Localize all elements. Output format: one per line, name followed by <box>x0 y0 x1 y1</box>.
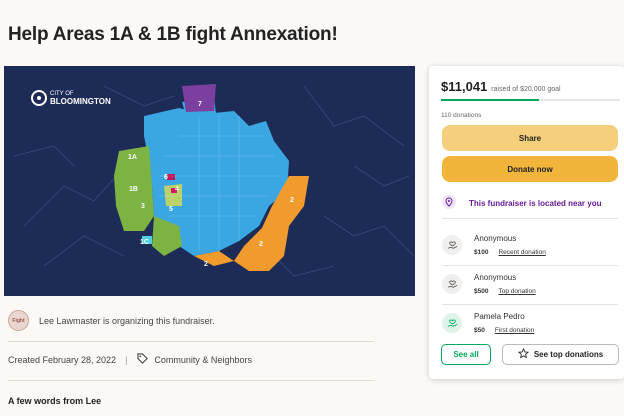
page-title: Help Areas 1A & 1B fight Annexation! <box>8 24 338 45</box>
fundraiser-meta: Created February 28, 2022 | Community & … <box>8 353 252 366</box>
donor-item: Anonymous $100 Recent donation <box>442 234 546 256</box>
category-link[interactable]: Community & Neighbors <box>154 354 252 365</box>
area-label: 1A <box>128 154 137 161</box>
area-label: 6 <box>164 174 168 181</box>
divider <box>442 218 618 219</box>
area-label: 1B <box>129 186 138 193</box>
annexation-map-image: CITY OF BLOOMINGTON 7 1A 1B 6 4 5 3 1C 2… <box>4 66 415 296</box>
donation-card: $11,041 raised of $20,000 goal 110 donat… <box>429 66 624 379</box>
donor-item: Pamela Pedro $50 First donation <box>442 312 534 334</box>
raised-amount: $11,041 <box>441 79 488 94</box>
organizer-row: Fight Lee Lawmaster is organizing this f… <box>8 310 215 331</box>
area-label: 3 <box>141 203 145 210</box>
location-pin-icon <box>442 195 456 211</box>
organizer-avatar[interactable]: Fight <box>8 310 29 331</box>
area-label: 7 <box>198 101 202 108</box>
divider <box>8 341 374 342</box>
donor-name: Pamela Pedro <box>474 312 525 321</box>
donor-tag-link[interactable]: First donation <box>494 327 535 334</box>
star-icon <box>517 347 529 361</box>
donor-name: Anonymous <box>474 273 517 282</box>
area-label: 1C <box>140 239 149 246</box>
area-label: 4 <box>175 186 179 193</box>
separator: | <box>125 354 128 365</box>
tag-icon <box>137 353 149 366</box>
progress-bar <box>441 99 620 101</box>
see-all-button[interactable]: See all <box>441 344 491 365</box>
goal-text: raised of $20,000 goal <box>491 86 561 93</box>
nearby-notice: This fundraiser is located near you <box>442 195 601 211</box>
area-label: 5 <box>169 206 173 213</box>
created-date: Created February 28, 2022 <box>8 354 117 365</box>
donor-name: Anonymous <box>474 234 517 243</box>
organizer-text: Lee Lawmaster is organizing this fundrai… <box>39 315 215 326</box>
city-logo-icon: CITY OF BLOOMINGTON <box>31 90 111 106</box>
share-button[interactable]: Share <box>442 125 618 151</box>
divider <box>8 380 374 381</box>
divider <box>442 265 618 266</box>
donation-count: 110 donations <box>441 112 482 119</box>
nearby-text: This fundraiser is located near you <box>469 198 602 208</box>
see-top-donations-label: See top donations <box>533 350 604 359</box>
donor-tag-link[interactable]: Recent donation <box>498 249 546 256</box>
story-heading: A few words from Lee <box>8 396 102 406</box>
logo-bottom-text: BLOOMINGTON <box>50 97 111 106</box>
donate-now-button[interactable]: Donate now <box>442 156 618 182</box>
donor-hand-heart-icon <box>442 313 462 333</box>
donor-item: Anonymous $500 Top donation <box>442 273 536 295</box>
divider <box>442 304 618 305</box>
donor-amount: $50 <box>474 327 485 334</box>
area-label: 2 <box>290 197 294 204</box>
donor-hand-heart-icon <box>442 235 462 255</box>
progress-fill <box>441 99 540 101</box>
donor-tag-link[interactable]: Top donation <box>498 288 536 295</box>
raised-summary: $11,041 raised of $20,000 goal <box>441 79 561 94</box>
donor-hand-heart-icon <box>442 274 462 294</box>
donor-amount: $100 <box>474 249 489 256</box>
see-top-donations-button[interactable]: See top donations <box>502 344 619 365</box>
area-label: 2 <box>259 241 263 248</box>
logo-top-text: CITY OF <box>50 91 74 97</box>
area-label: 2 <box>204 261 208 268</box>
donor-amount: $500 <box>474 288 489 295</box>
